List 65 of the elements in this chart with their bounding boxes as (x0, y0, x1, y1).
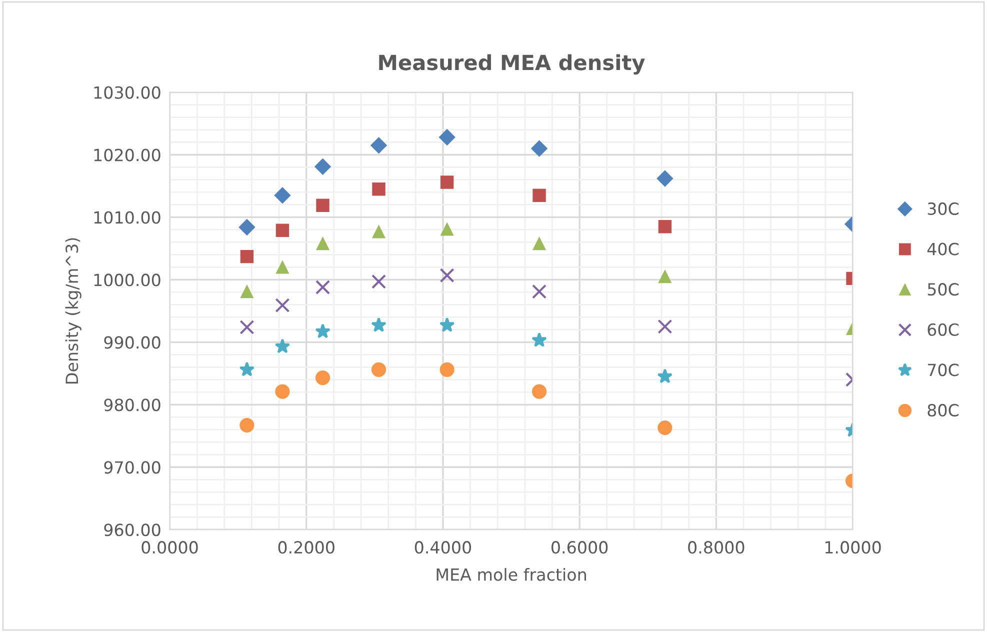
point (532, 188, 546, 202)
point (370, 137, 387, 154)
point (240, 250, 254, 264)
y-tick-label: 1020.00 (94, 148, 160, 162)
y-tick-label: 990.00 (104, 336, 160, 349)
point (658, 270, 672, 284)
x-tick-label: 1.0000 (825, 541, 881, 554)
x-axis-title: MEA mole fraction (436, 568, 586, 581)
point (274, 338, 290, 354)
point (532, 384, 547, 399)
point (240, 320, 254, 334)
point (532, 332, 547, 347)
point (315, 324, 330, 338)
point (439, 317, 455, 332)
point (371, 362, 386, 377)
point (658, 220, 672, 234)
point (531, 140, 548, 157)
point (240, 418, 254, 433)
point (658, 420, 672, 436)
point (440, 268, 454, 283)
point (315, 370, 330, 386)
point (657, 368, 673, 384)
y-tick-label: 1000.00 (94, 274, 160, 286)
x-tick-label: 0.4000 (414, 541, 472, 554)
point (440, 176, 454, 189)
legend-label: 80C (928, 404, 959, 417)
point (276, 260, 290, 274)
y-tick-label: 1030.00 (94, 86, 160, 99)
point (316, 236, 330, 250)
x-tick-label: 0.6000 (552, 541, 608, 554)
y-tick-label: 970.00 (104, 461, 160, 474)
point (275, 298, 290, 313)
legend-label: 40C (927, 242, 959, 256)
x-tick-label: 0.0000 (142, 541, 198, 554)
point (371, 274, 386, 289)
legend-label: 50C (928, 283, 959, 296)
point (239, 362, 255, 376)
y-tick-label: 960.00 (104, 524, 160, 536)
point (440, 362, 454, 377)
point (275, 384, 290, 399)
point (371, 317, 386, 332)
point (276, 224, 290, 237)
point (372, 182, 386, 196)
y-tick-label: 980.00 (104, 398, 160, 412)
point (438, 129, 456, 146)
point (316, 198, 330, 212)
point (532, 284, 547, 299)
point (315, 280, 330, 294)
point (656, 170, 674, 187)
y-tick-label: 1010.00 (94, 211, 160, 224)
legend-label: 30C (928, 202, 959, 216)
point (314, 158, 331, 175)
x-tick-label: 0.8000 (688, 541, 744, 554)
y-axis-title: Density (kg/m^3) (65, 238, 82, 384)
legend-label: 60C (928, 323, 959, 336)
legend-label: 70C (928, 364, 959, 376)
x-tick-label: 0.2000 (278, 541, 334, 554)
point (440, 222, 454, 236)
point (532, 236, 546, 250)
chart-title: Measured MEA density (379, 54, 645, 75)
point (658, 319, 672, 334)
point (372, 224, 386, 238)
point (274, 187, 291, 204)
point (238, 219, 256, 236)
point (240, 284, 254, 298)
